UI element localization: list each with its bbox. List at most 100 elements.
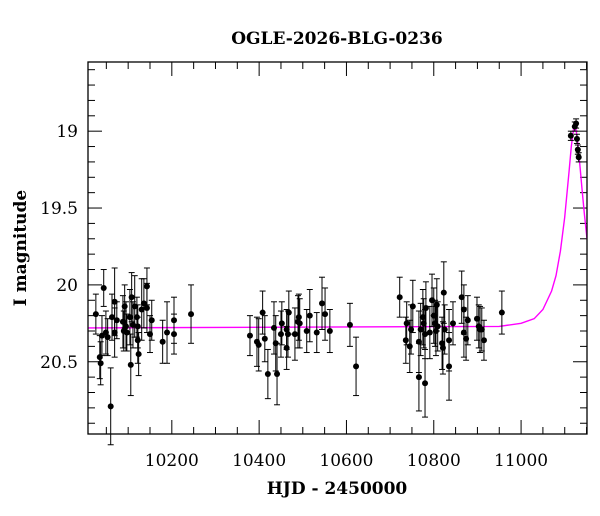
x-tick-label: 10800 [407,451,461,471]
data-point [303,308,310,354]
model-curve-group [88,124,587,329]
data-marker [128,294,135,301]
data-marker [322,311,329,318]
data-marker [259,309,266,316]
data-point [261,315,268,363]
data-marker [573,135,580,142]
axis-ticks: 10200 10400 10600 10800 11000 19 19.5 20 20.5 [40,62,588,471]
data-marker [122,323,129,330]
chart-title: OGLE-2026-BLG-0236 [231,29,443,49]
data-marker [464,317,471,324]
data-marker [113,317,120,324]
data-marker [573,120,580,127]
data-marker [164,329,171,336]
data-marker [478,326,485,333]
data-marker [123,329,130,336]
data-point [140,278,147,329]
data-marker [159,338,166,345]
data-marker [134,337,141,344]
data-marker [353,363,360,370]
data-point [478,307,485,352]
data-point [322,287,329,341]
data-point [100,269,107,307]
data-point [92,293,99,335]
data-point [567,130,574,141]
x-axis-label: HJD - 2450000 [267,479,408,499]
data-point [440,261,447,324]
data-marker [284,331,291,338]
data-point [296,298,303,349]
data-marker [567,132,574,139]
data-marker [574,146,581,153]
data-point [422,348,429,418]
data-marker [264,371,271,378]
data-point [164,301,171,364]
data-point [188,284,195,344]
data-marker [255,341,262,348]
data-marker [135,351,142,358]
data-marker [295,314,302,321]
data-point [458,270,465,324]
data-marker [313,329,320,336]
data-point [446,332,453,401]
data-marker [92,311,99,318]
data-point [113,301,120,340]
data-marker [274,371,281,378]
data-point [255,318,262,372]
data-point [159,319,166,364]
data-marker [246,332,253,339]
data-marker [138,306,145,313]
data-point [278,301,285,346]
data-point [128,272,135,323]
data-marker [306,312,313,319]
data-point [171,313,178,355]
y-tick-label: 19.5 [40,199,78,219]
data-point [346,302,353,347]
data-marker [426,329,433,336]
data-point [498,290,505,335]
data-point [104,318,111,357]
data-point [396,276,403,318]
data-marker [319,300,326,307]
data-marker [415,374,422,381]
data-marker [441,326,448,333]
data-marker [422,380,429,387]
data-point [433,278,440,332]
y-tick-label: 20.5 [40,353,78,373]
data-point [97,341,104,386]
x-tick-label: 10600 [319,451,373,471]
data-marker [396,294,403,301]
data-point [127,333,134,397]
data-marker [406,343,413,350]
data-point [353,336,360,397]
data-point [402,316,409,364]
data-marker [346,321,353,328]
data-marker [97,360,104,367]
data-point [284,310,291,358]
data-marker [440,289,447,296]
data-point [439,316,446,370]
model-curve [88,124,587,329]
data-marker [446,363,453,370]
data-point [415,342,422,412]
data-marker [261,335,268,342]
data-point [573,133,580,144]
data-point [434,301,441,352]
data-point [449,301,456,346]
y-tick-label: 19 [56,122,78,142]
data-marker [326,328,333,335]
data-point [274,342,281,406]
data-marker [296,320,303,327]
data-point [291,307,298,361]
data-point [426,305,433,360]
x-tick-label: 10200 [145,451,199,471]
data-marker [148,317,155,324]
data-marker [107,403,114,410]
data-marker [109,314,116,321]
data-point [573,118,580,129]
data-point [326,308,333,354]
data-point [148,299,155,341]
data-point [295,293,302,341]
data-marker [402,337,409,344]
